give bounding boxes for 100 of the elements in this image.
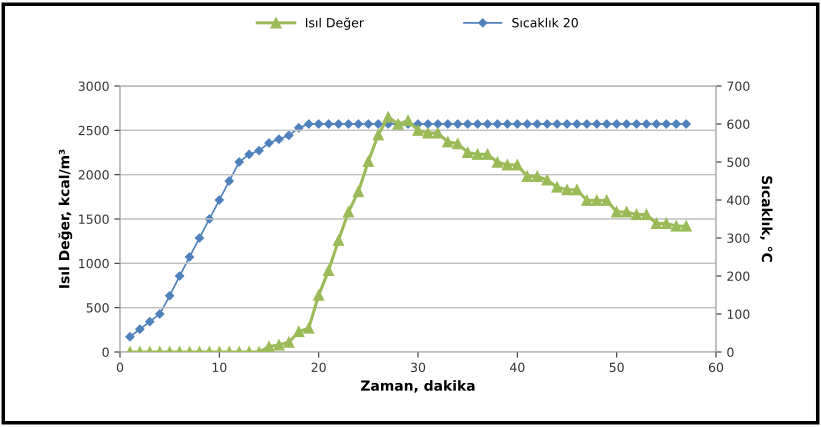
point xyxy=(591,194,602,206)
point xyxy=(630,209,642,220)
point xyxy=(463,119,472,129)
point xyxy=(194,233,204,243)
y-tick-label: 500 xyxy=(86,303,109,313)
x-tick-label: 20 xyxy=(312,362,326,372)
point xyxy=(443,119,452,129)
point xyxy=(382,111,394,123)
point xyxy=(542,119,552,129)
point xyxy=(412,124,424,136)
point xyxy=(323,264,334,276)
x-tick-label: 30 xyxy=(411,362,426,372)
point xyxy=(423,119,433,129)
y2-tick-label: 200 xyxy=(727,271,750,281)
point xyxy=(254,146,264,156)
y2-tick-label: 700 xyxy=(727,81,750,91)
y2-tick-label: 500 xyxy=(727,157,750,167)
point xyxy=(472,119,482,129)
point xyxy=(552,119,562,129)
point xyxy=(442,136,454,148)
point xyxy=(682,119,691,129)
point xyxy=(581,194,592,206)
point xyxy=(632,119,642,129)
point xyxy=(652,119,662,129)
point xyxy=(274,134,284,144)
point xyxy=(571,184,582,196)
point xyxy=(522,119,532,129)
point xyxy=(234,157,244,167)
y-tick-label: 3000 xyxy=(78,81,109,91)
point xyxy=(492,156,504,168)
point xyxy=(612,119,622,129)
point xyxy=(492,119,502,129)
point xyxy=(662,119,671,129)
point xyxy=(165,291,174,300)
y2-tick-label: 100 xyxy=(728,309,750,319)
point xyxy=(472,148,484,160)
point xyxy=(135,324,144,334)
point xyxy=(660,218,672,229)
point xyxy=(402,115,414,126)
point xyxy=(542,174,553,186)
point xyxy=(352,186,364,198)
point xyxy=(522,170,533,182)
point xyxy=(314,119,324,129)
x-tick-label: 40 xyxy=(510,362,524,372)
point xyxy=(642,119,652,129)
point xyxy=(372,129,384,140)
point xyxy=(532,119,542,129)
point xyxy=(354,119,364,129)
x-axis-title: Zaman, dakika xyxy=(361,380,475,393)
y2-axis-title: Sıcaklık, °C xyxy=(760,176,772,262)
point xyxy=(552,182,563,193)
point xyxy=(512,159,523,170)
point xyxy=(562,119,572,129)
y2-tick-label: 400 xyxy=(727,195,750,205)
point xyxy=(601,194,612,206)
point xyxy=(502,119,512,129)
point xyxy=(672,119,681,129)
point xyxy=(145,316,154,326)
point xyxy=(334,119,344,129)
y-tick-label: 2500 xyxy=(78,126,109,136)
point xyxy=(462,146,474,158)
point xyxy=(344,119,354,129)
point xyxy=(502,159,513,170)
point xyxy=(332,234,344,246)
point xyxy=(640,209,652,220)
point xyxy=(244,150,254,160)
point xyxy=(125,332,135,342)
x-tick-label: 0 xyxy=(116,362,124,372)
point xyxy=(422,127,434,139)
point xyxy=(611,206,622,218)
point xyxy=(622,119,632,129)
y-tick-label: 1500 xyxy=(79,214,109,224)
point xyxy=(374,119,383,129)
point xyxy=(224,176,234,186)
legend-label: Isıl Değer xyxy=(306,17,364,30)
y2-tick-label: 0 xyxy=(727,347,734,357)
point xyxy=(214,195,224,205)
point xyxy=(324,119,334,129)
point xyxy=(680,220,692,232)
point xyxy=(561,184,573,196)
point xyxy=(670,220,682,232)
point xyxy=(532,170,543,182)
x-tick-label: 50 xyxy=(610,362,624,372)
point xyxy=(184,252,194,262)
point xyxy=(582,119,592,129)
point xyxy=(342,206,354,218)
point xyxy=(572,119,582,129)
y2-tick-label: 300 xyxy=(727,233,750,243)
y-tick-label: 0 xyxy=(102,347,109,357)
legend-label: Sıcaklık 20 xyxy=(512,18,578,28)
point xyxy=(264,138,274,148)
point xyxy=(482,119,492,129)
y2-tick-label: 600 xyxy=(727,119,750,129)
point xyxy=(432,127,444,139)
point xyxy=(433,119,442,129)
point xyxy=(592,119,602,129)
point xyxy=(155,309,164,319)
point xyxy=(364,119,373,129)
point xyxy=(482,148,494,160)
point xyxy=(284,130,294,140)
